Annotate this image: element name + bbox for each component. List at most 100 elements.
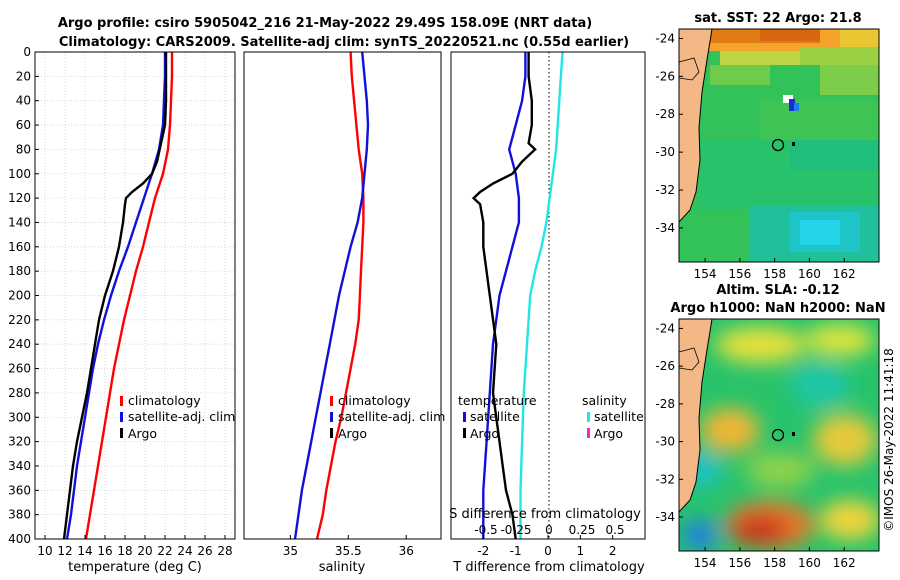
map-x-tick-label: 160 [798, 267, 821, 281]
legend-label-argo: Argo [338, 426, 367, 441]
legend-swatch-temperature-argo [463, 428, 466, 438]
temperature-legend: climatology satellite-adj. clim Argo [120, 393, 235, 441]
map-x-tick-label: 154 [694, 556, 717, 570]
top-tick-label: 0.25 [569, 523, 596, 537]
map-y-tick-label: -28 [655, 107, 675, 121]
x-tick-label: 28 [217, 544, 232, 558]
legend-swatch-salinity-argo [587, 428, 590, 438]
sla-field [679, 319, 879, 551]
map-y-tick-label: -32 [655, 183, 675, 197]
temperature-climatology-line [84, 52, 174, 539]
salinity-panel: 35 35.5 36 salinity climatology satellite-… [243, 51, 445, 575]
temperature-xlabel: temperature (deg C) [68, 560, 202, 575]
x-tick-label: 22 [157, 544, 172, 558]
map-y-tick-label: -30 [655, 435, 675, 449]
legend-label-argo: Argo [128, 426, 157, 441]
sla-map-title-line2: Argo h1000: NaN h2000: NaN [670, 301, 885, 316]
y-tick-label: 60 [16, 118, 31, 132]
legend-label-temperature-satellite: satellite [470, 409, 520, 424]
temperature-argo-line [62, 52, 168, 539]
y-tick-label: 300 [8, 410, 31, 424]
y-tick-label: 180 [8, 264, 31, 278]
top-tick-label: -0.5 [474, 523, 497, 537]
legend-title-salinity: salinity [582, 393, 627, 408]
map-x-tick-label: 154 [694, 267, 717, 281]
map-y-tick-label: -28 [655, 397, 675, 411]
sla-map-frame [678, 318, 880, 552]
x-tick-label: 24 [177, 544, 192, 558]
temperature-grid [35, 51, 235, 540]
x-tick-label: 36 [399, 544, 414, 558]
x-tick-label: 12 [57, 544, 72, 558]
temperature-panel: 10 12 14 16 18 20 22 24 26 28 0 20 40 60 80 100 120 140 1… [8, 45, 236, 575]
legend-title-temperature: temperature [458, 393, 537, 408]
sst-island-marker [792, 142, 795, 146]
legend-label-salinity-satellite: satellite [594, 409, 644, 424]
x-tick-label: 26 [197, 544, 212, 558]
top-tick-label: -0.25 [500, 523, 531, 537]
figure-title-line1: Argo profile: csiro 5905042_216 21-May-2… [58, 16, 592, 31]
figure-title-line2: Climatology: CARS2009. Satellite-adj cli… [59, 35, 629, 50]
x-tick-label: 18 [117, 544, 132, 558]
map-y-tick-label: -30 [655, 145, 675, 159]
x-tick-label: -1 [510, 544, 522, 558]
y-tick-label: 0 [23, 45, 31, 59]
legend-swatch-argo [120, 428, 123, 438]
sst-map-panel: sat. SST: 22 Argo: 21.8 [655, 11, 880, 281]
map-y-tick-label: -24 [655, 321, 675, 335]
y-tick-label: 260 [8, 362, 31, 376]
x-tick-label: 0 [544, 544, 552, 558]
x-tick-label: 35 [283, 544, 298, 558]
y-tick-label: 280 [8, 386, 31, 400]
legend-swatch-climatology [120, 396, 123, 406]
map-x-tick-label: 156 [728, 556, 751, 570]
map-y-tick-label: -26 [655, 69, 675, 83]
legend-swatch-argo [330, 428, 333, 438]
map-x-tick-label: 160 [798, 556, 821, 570]
legend-swatch-climatology [330, 396, 333, 406]
salinity-climatology-line [315, 52, 365, 539]
y-tick-label: 220 [8, 313, 31, 327]
top-tick-label: 0 [545, 523, 553, 537]
map-x-tick-label: 158 [763, 556, 786, 570]
difference-legend-salinity: salinity satellite Argo [582, 393, 644, 441]
y-tick-label: 20 [16, 69, 31, 83]
sla-island-marker [792, 432, 795, 436]
sla-map-title-line1: Altim. SLA: -0.12 [716, 283, 839, 298]
sla-profile-marker [771, 428, 785, 442]
sst-map-title: sat. SST: 22 Argo: 21.8 [694, 11, 861, 26]
y-tick-label: 320 [8, 435, 31, 449]
legend-label-salinity-argo: Argo [594, 426, 623, 441]
y-tick-label: 100 [8, 167, 31, 181]
x-tick-label: 20 [137, 544, 152, 558]
difference-temperature-argo-line [471, 52, 537, 539]
difference-legend-temperature: temperature satellite Argo [458, 393, 537, 441]
sst-map-frame [678, 28, 880, 263]
salinity-axes-box [243, 51, 442, 540]
x-tick-label: 16 [97, 544, 112, 558]
y-tick-label: 240 [8, 337, 31, 351]
map-y-tick-label: -24 [655, 31, 675, 45]
legend-swatch-temperature-satellite [463, 412, 466, 422]
sst-field [679, 29, 879, 262]
map-x-tick-label: 156 [728, 267, 751, 281]
sst-profile-marker [771, 138, 785, 152]
y-tick-label: 360 [8, 483, 31, 497]
sla-map-panel: Altim. SLA: -0.12 Argo h1000: NaN h2000:… [655, 283, 885, 570]
imos-timestamp-label: ©IMOS 26-May-2022 11:41:18 [882, 348, 896, 532]
x-tick-label: 10 [37, 544, 52, 558]
y-tick-label: 200 [8, 289, 31, 303]
x-tick-label: 1 [577, 544, 585, 558]
y-tick-label: 380 [8, 508, 31, 522]
legend-label-climatology: climatology [338, 393, 411, 408]
y-tick-label: 40 [16, 94, 31, 108]
legend-swatch-satellite [120, 412, 123, 422]
difference-top-xlabel: S difference from climatology [449, 507, 641, 522]
difference-axes-box [450, 51, 646, 540]
x-tick-label: 14 [77, 544, 92, 558]
y-tick-label: 160 [8, 240, 31, 254]
legend-label-satellite: satellite-adj. clim [128, 409, 235, 424]
y-tick-label: 340 [8, 459, 31, 473]
y-tick-label: 140 [8, 215, 31, 229]
